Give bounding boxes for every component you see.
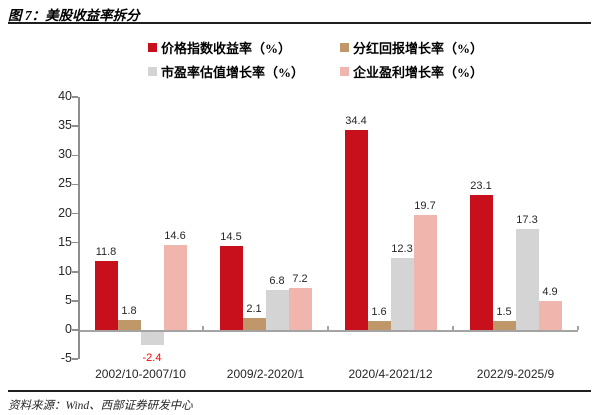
bar-value-label: 34.4 (345, 114, 367, 127)
bar-value-label: 1.5 (496, 306, 512, 319)
figure-title: 图 7：美股收益率拆分 (8, 8, 140, 23)
bar (538, 301, 562, 330)
y-axis-label: 0 (65, 322, 72, 336)
legend-label: 企业盈利增长率（%） (353, 65, 484, 80)
legend-label: 市盈率估值增长率（%） (161, 65, 305, 80)
y-axis-label: -5 (60, 351, 72, 366)
y-axis-tick (72, 329, 78, 331)
y-axis-label: 5 (65, 292, 72, 307)
legend-swatch-icon (340, 43, 349, 52)
bar (344, 129, 368, 330)
bar-value-label: 1.6 (371, 305, 387, 318)
bar-value-label: 19.7 (414, 200, 436, 213)
chart-legend: 价格指数收益率（%） 分红回报增长率（%） 市盈率估值增长率（%） 企业盈利增长率（%… (148, 38, 483, 81)
bar (219, 245, 243, 330)
x-axis-category-label: 2002/10-2007/10 (95, 367, 186, 381)
legend-item: 企业盈利增长率（%） (340, 62, 483, 81)
bar (265, 290, 289, 330)
bar-value-label: 7.2 (292, 273, 308, 286)
bar (117, 319, 141, 330)
y-axis-tick (72, 300, 78, 302)
bar-value-label: 14.5 (220, 230, 242, 243)
legend-item: 价格指数收益率（%） (148, 38, 340, 57)
bar-value-label: 11.8 (95, 246, 117, 259)
y-axis-label: 15 (58, 234, 72, 249)
legend-label: 价格指数收益率（%） (161, 41, 292, 56)
legend-swatch-icon (148, 43, 157, 52)
bar-value-label: -2.4 (142, 351, 162, 364)
bar (242, 317, 266, 330)
bar (140, 331, 164, 346)
bar (390, 258, 414, 330)
header-rule (8, 22, 591, 24)
bar-value-label: 23.1 (470, 180, 492, 193)
x-axis-tick (577, 326, 579, 330)
x-axis-tick (202, 326, 204, 330)
y-axis-tick (72, 125, 78, 127)
y-axis-tick (72, 96, 78, 98)
y-axis-label: 25 (58, 176, 72, 191)
y-axis-label: 35 (58, 118, 72, 133)
x-axis-category-label: 2009/2-2020/1 (226, 367, 305, 381)
bar (94, 261, 118, 330)
bar-value-label: 4.9 (542, 286, 558, 299)
legend-item: 分红回报增长率（%） (340, 38, 483, 57)
bar-value-label: 14.6 (164, 229, 186, 242)
bar-value-label: 17.3 (516, 214, 538, 227)
bar-value-label: 6.8 (269, 275, 285, 288)
x-axis-tick (327, 326, 329, 330)
source-note: 资料来源：Wind、西部证券研发中心 (8, 400, 193, 412)
bar (163, 244, 187, 330)
y-axis-line (78, 97, 80, 359)
bar (413, 215, 437, 330)
y-axis-tick (72, 271, 78, 273)
y-axis-tick (72, 358, 78, 360)
legend-label: 分红回报增长率（%） (353, 41, 484, 56)
bar (288, 288, 312, 330)
footer-rule (8, 390, 591, 392)
legend-item: 市盈率估值增长率（%） (148, 62, 340, 81)
legend-swatch-icon (148, 67, 157, 76)
bar-value-label: 12.3 (391, 243, 413, 256)
bar-value-label: 2.1 (246, 302, 262, 315)
y-axis-label: 10 (58, 263, 72, 278)
y-axis-tick (72, 212, 78, 215)
y-axis-label: 20 (58, 205, 72, 220)
legend-swatch-icon (340, 67, 349, 76)
y-axis-label: 40 (58, 89, 72, 103)
x-axis-category-label: 2022/9-2025/9 (476, 367, 555, 381)
y-axis-tick (72, 183, 78, 186)
bar (515, 229, 539, 330)
y-axis-tick (72, 154, 78, 156)
y-axis-label: 30 (58, 147, 72, 162)
bar (367, 320, 391, 330)
y-axis-tick (72, 241, 78, 244)
bar-chart: -5 0 5 10 15 20 25 30 35 40 11.8 1.8 -2.4 14.6 2002/10… (0, 86, 600, 390)
bar-value-label: 1.8 (121, 304, 137, 317)
bar (469, 195, 493, 330)
x-axis-zero-line (78, 330, 578, 332)
x-axis-tick (452, 326, 454, 330)
x-axis-category-label: 2020/4-2021/12 (348, 367, 433, 381)
bar (492, 321, 516, 330)
